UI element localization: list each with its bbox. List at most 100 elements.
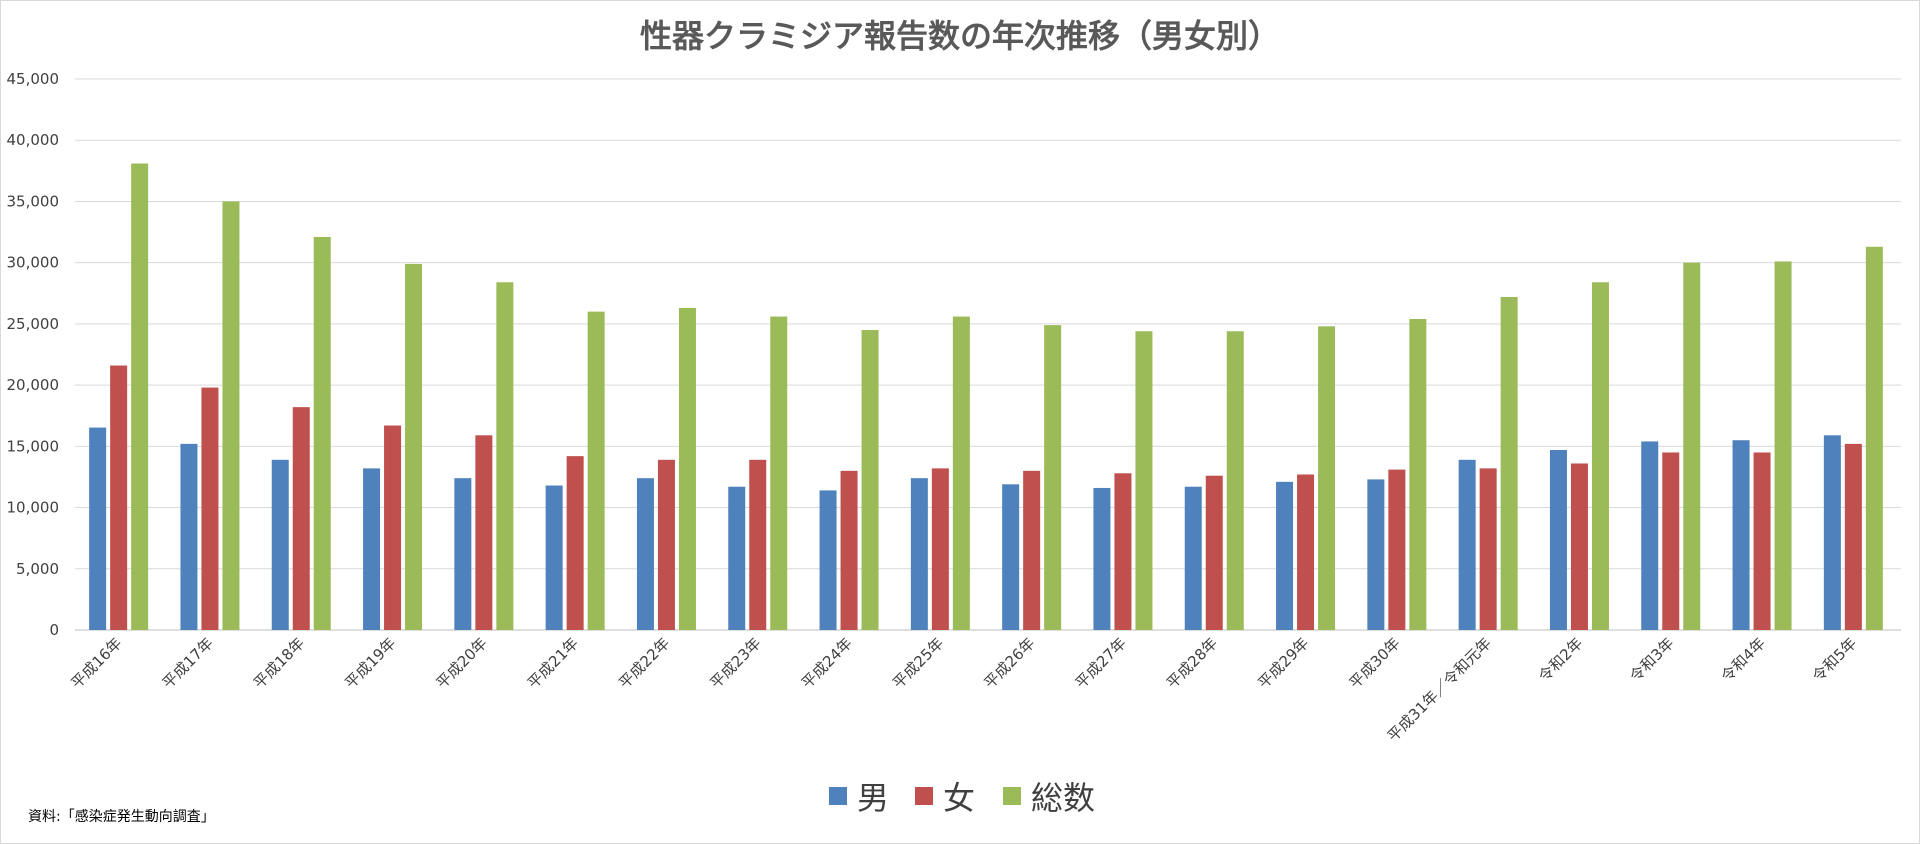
bar-female xyxy=(1662,452,1680,630)
bar-male xyxy=(819,490,837,630)
x-tick-label: 平成29年 xyxy=(1254,634,1312,692)
bar-female xyxy=(1388,469,1406,630)
bar-female xyxy=(1844,443,1862,630)
bar-female xyxy=(384,425,402,630)
y-tick-label: 5,000 xyxy=(16,560,59,578)
bar-female xyxy=(1114,473,1132,630)
bar-male xyxy=(271,459,289,630)
bar-female xyxy=(566,456,584,630)
legend-swatch xyxy=(915,787,933,805)
bar-total xyxy=(405,263,423,630)
y-tick-label: 0 xyxy=(49,621,59,639)
bar-male xyxy=(89,427,107,630)
y-tick-label: 20,000 xyxy=(7,376,60,394)
legend-label: 総数 xyxy=(1031,779,1095,817)
legend-swatch xyxy=(829,787,847,805)
x-tick-label: 平成30年 xyxy=(1346,634,1404,692)
bar-total xyxy=(1226,331,1244,630)
bar-total xyxy=(1683,262,1701,630)
bar-male xyxy=(1184,486,1202,630)
bar-total xyxy=(1865,246,1883,630)
y-tick-label: 25,000 xyxy=(7,315,60,333)
x-tick-label: 令和4年 xyxy=(1718,634,1769,685)
bar-female xyxy=(1479,468,1497,630)
bar-total xyxy=(1409,318,1427,630)
y-axis: 0 5,000 10,000 15,000 20,000 25,000 30,000 35,0… xyxy=(7,70,60,639)
bar-total xyxy=(1591,282,1609,630)
bar-male xyxy=(1641,441,1659,630)
bar-female xyxy=(1023,470,1041,630)
bar-male xyxy=(1276,481,1294,630)
x-tick-label: 令和5年 xyxy=(1809,634,1860,685)
bar-female xyxy=(292,407,310,630)
x-axis: 平成16年 平成17年 平成18年 平成19年 平成20年 平成21年 平成22年 平成23年… xyxy=(67,634,1860,745)
bar-total xyxy=(1500,296,1518,630)
x-tick-label: 平成17年 xyxy=(159,634,217,692)
chart-title: 性器クラミジア報告数の年次推移（男女別） xyxy=(640,17,1280,55)
y-tick-label: 30,000 xyxy=(7,254,60,272)
x-tick-label: 平成21年 xyxy=(524,634,582,692)
bar-female xyxy=(1753,452,1771,630)
y-tick-label: 40,000 xyxy=(7,131,60,149)
bar-female xyxy=(1297,474,1315,630)
x-tick-label: 平成20年 xyxy=(433,634,491,692)
legend: 男 女 総数 xyxy=(829,779,1095,817)
bar-male xyxy=(1823,435,1841,630)
bar-total xyxy=(131,163,149,630)
x-tick-label: 平成23年 xyxy=(707,634,765,692)
grid-layer xyxy=(75,78,1901,631)
bar-female xyxy=(931,468,949,630)
bar-male xyxy=(910,478,928,630)
x-tick-label: 平成19年 xyxy=(341,634,399,692)
legend-swatch xyxy=(1003,787,1021,805)
y-tick-label: 15,000 xyxy=(7,437,60,455)
x-tick-label: 平成24年 xyxy=(798,634,856,692)
x-tick-label: 平成26年 xyxy=(980,634,1038,692)
legend-label: 女 xyxy=(943,779,975,817)
bar-total xyxy=(1318,326,1336,630)
bar-total xyxy=(952,316,970,630)
bar-female xyxy=(749,459,767,630)
bar-male xyxy=(545,485,563,630)
bar-male xyxy=(1002,484,1020,630)
bar-male xyxy=(636,478,654,630)
bar-female xyxy=(201,387,219,630)
bar-female xyxy=(840,470,858,630)
bar-total xyxy=(496,282,514,630)
bar-male xyxy=(454,478,472,630)
x-tick-label: 平成22年 xyxy=(615,634,673,692)
bar-total xyxy=(313,236,331,630)
bar-total xyxy=(770,316,788,630)
bar-female xyxy=(657,459,675,630)
bars-layer xyxy=(89,163,1883,630)
bar-female xyxy=(475,435,493,630)
y-tick-label: 10,000 xyxy=(7,499,60,517)
bar-total xyxy=(861,330,879,630)
bar-female xyxy=(110,365,128,630)
bar-male xyxy=(1093,487,1111,630)
bar-male xyxy=(363,468,381,630)
bar-female xyxy=(1570,463,1588,630)
bar-male xyxy=(1458,459,1476,630)
source-note: 資料:「感染症発生動向調査」 xyxy=(28,808,215,825)
bar-total xyxy=(1774,261,1792,630)
legend-label: 男 xyxy=(857,779,889,817)
bar-total xyxy=(222,201,240,630)
x-tick-label: 令和2年 xyxy=(1535,634,1586,685)
x-tick-label: 平成16年 xyxy=(67,634,125,692)
bar-female xyxy=(1205,475,1223,630)
x-tick-label: 令和3年 xyxy=(1626,634,1677,685)
bar-male xyxy=(1549,450,1567,630)
bar-total xyxy=(1135,331,1153,630)
bar-male xyxy=(1367,479,1385,630)
x-tick-label: 平成27年 xyxy=(1072,634,1130,692)
bar-total xyxy=(587,311,605,630)
bar-male xyxy=(180,443,198,630)
bar-total xyxy=(678,307,696,630)
y-tick-label: 45,000 xyxy=(7,70,60,88)
bar-male xyxy=(1732,440,1750,630)
y-tick-label: 35,000 xyxy=(7,192,60,210)
x-tick-label: 平成25年 xyxy=(889,634,947,692)
